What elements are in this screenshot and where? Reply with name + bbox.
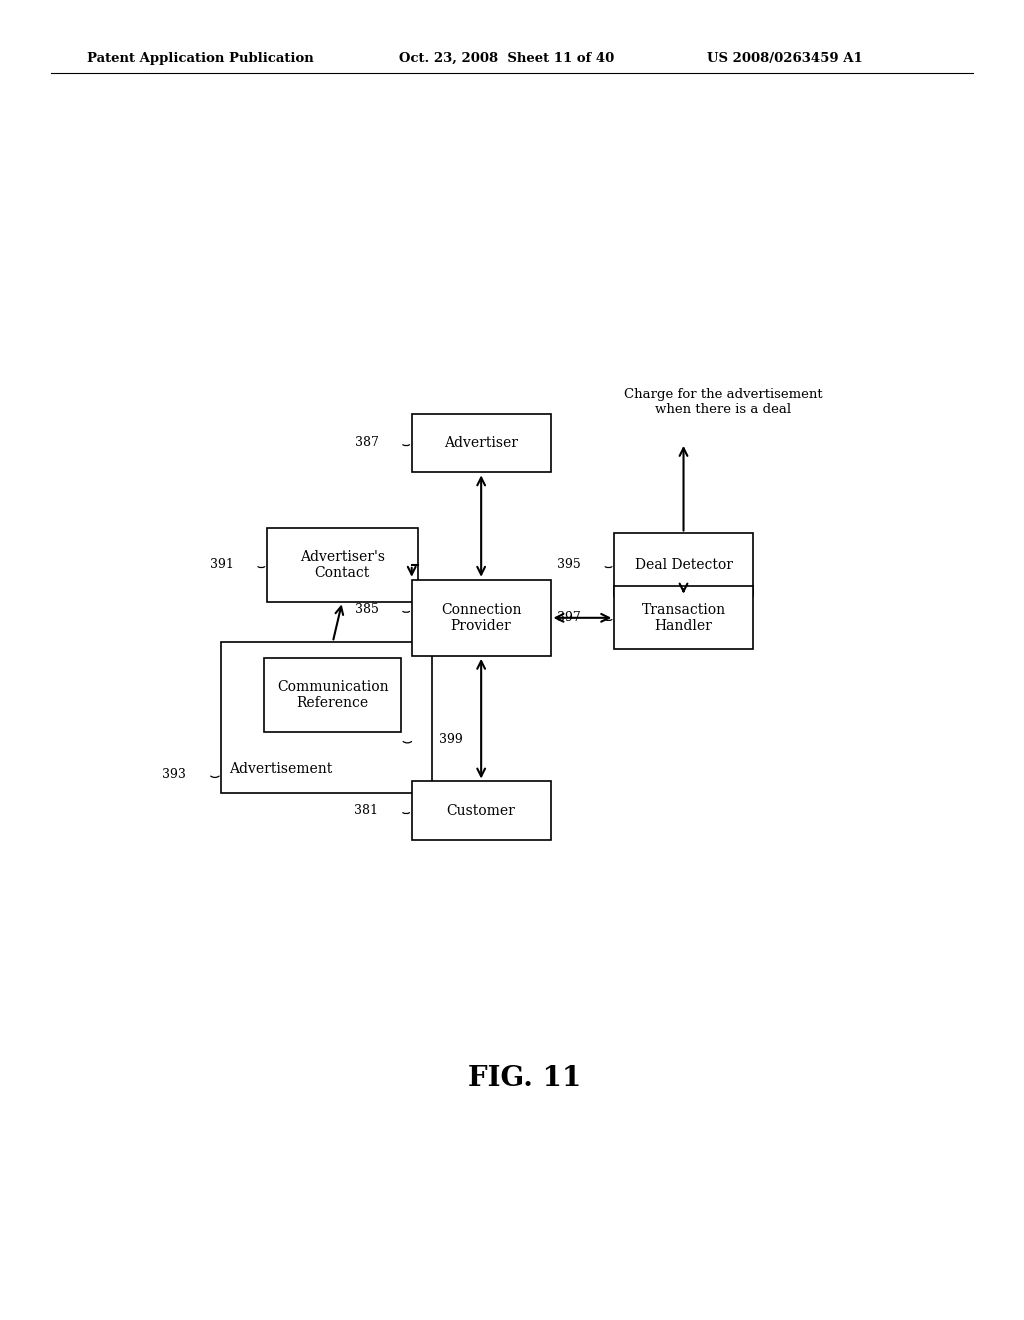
Bar — [614, 533, 753, 597]
Text: Charge for the advertisement
when there is a deal: Charge for the advertisement when there … — [624, 388, 822, 416]
Text: 399: 399 — [439, 734, 463, 746]
Text: Advertiser's
Contact: Advertiser's Contact — [300, 550, 385, 579]
Text: 385: 385 — [354, 603, 379, 616]
Bar — [412, 579, 551, 656]
Bar — [412, 413, 551, 473]
Text: Patent Application Publication: Patent Application Publication — [87, 51, 313, 65]
Text: Transaction
Handler: Transaction Handler — [641, 603, 726, 632]
Text: Advertiser: Advertiser — [444, 436, 518, 450]
Text: 387: 387 — [354, 437, 379, 450]
Text: US 2008/0263459 A1: US 2008/0263459 A1 — [707, 51, 862, 65]
Text: Deal Detector: Deal Detector — [635, 558, 732, 572]
Text: Connection
Provider: Connection Provider — [441, 603, 521, 632]
Text: Advertisement: Advertisement — [229, 763, 333, 776]
Text: Customer: Customer — [446, 804, 516, 818]
Text: Communication
Reference: Communication Reference — [276, 680, 388, 710]
Text: 391: 391 — [210, 558, 233, 572]
Bar — [264, 659, 401, 731]
Bar — [221, 643, 431, 792]
Text: 397: 397 — [557, 611, 581, 624]
Text: 395: 395 — [557, 558, 581, 572]
Text: 393: 393 — [162, 768, 185, 781]
Bar — [267, 528, 418, 602]
Text: Oct. 23, 2008  Sheet 11 of 40: Oct. 23, 2008 Sheet 11 of 40 — [399, 51, 614, 65]
Text: FIG. 11: FIG. 11 — [468, 1065, 582, 1092]
Bar — [412, 781, 551, 841]
Bar — [614, 586, 753, 649]
Text: 381: 381 — [354, 804, 379, 817]
